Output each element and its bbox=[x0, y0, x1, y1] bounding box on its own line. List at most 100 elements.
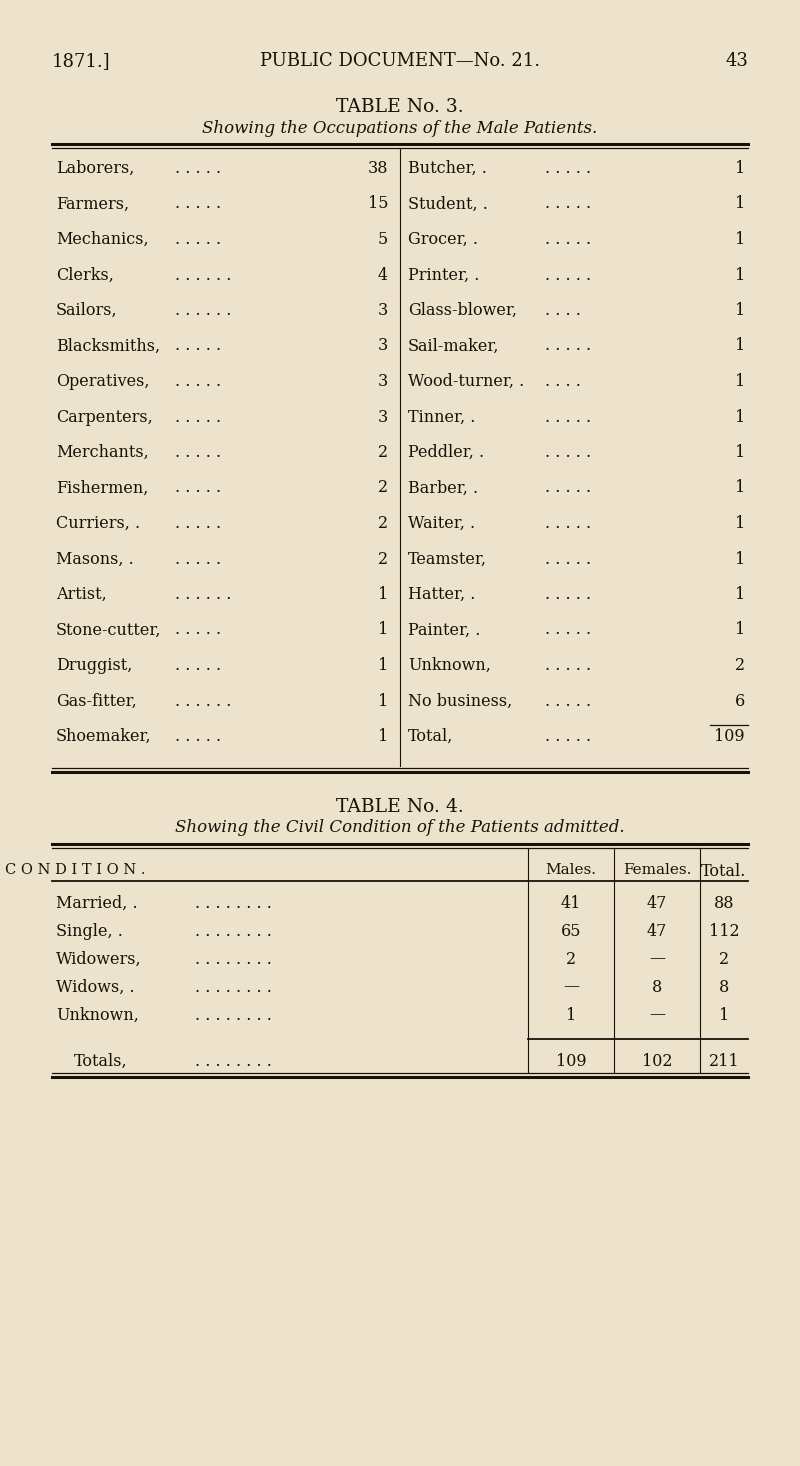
Text: 2: 2 bbox=[378, 515, 388, 532]
Text: 109: 109 bbox=[714, 729, 745, 745]
Text: Showing the Civil Condition of the Patients admitted.: Showing the Civil Condition of the Patie… bbox=[175, 819, 625, 837]
Text: . . . . .: . . . . . bbox=[175, 551, 221, 567]
Text: PUBLIC DOCUMENT—No. 21.: PUBLIC DOCUMENT—No. 21. bbox=[260, 51, 540, 70]
Text: 65: 65 bbox=[561, 922, 582, 940]
Text: . . . . . .: . . . . . . bbox=[175, 586, 231, 603]
Text: 43: 43 bbox=[725, 51, 748, 70]
Text: Widowers,: Widowers, bbox=[56, 950, 142, 968]
Text: Females.: Females. bbox=[623, 863, 691, 878]
Text: . . . . .: . . . . . bbox=[545, 586, 591, 603]
Text: . . . . .: . . . . . bbox=[545, 729, 591, 745]
Text: . . . . .: . . . . . bbox=[175, 195, 221, 213]
Text: . . . . . .: . . . . . . bbox=[175, 302, 231, 320]
Text: 6: 6 bbox=[734, 692, 745, 710]
Text: Painter, .: Painter, . bbox=[408, 622, 480, 639]
Text: C O N D I T I O N .: C O N D I T I O N . bbox=[5, 863, 146, 878]
Text: . . . . . . . .: . . . . . . . . bbox=[195, 894, 272, 912]
Text: 1: 1 bbox=[378, 729, 388, 745]
Text: Tinner, .: Tinner, . bbox=[408, 409, 475, 425]
Text: 2: 2 bbox=[378, 551, 388, 567]
Text: Mechanics,: Mechanics, bbox=[56, 232, 149, 248]
Text: 1: 1 bbox=[378, 622, 388, 639]
Text: 1: 1 bbox=[734, 551, 745, 567]
Text: Barber, .: Barber, . bbox=[408, 479, 478, 497]
Text: Merchants,: Merchants, bbox=[56, 444, 149, 460]
Text: Wood-turner, .: Wood-turner, . bbox=[408, 372, 524, 390]
Text: Grocer, .: Grocer, . bbox=[408, 232, 478, 248]
Text: 2: 2 bbox=[566, 950, 576, 968]
Text: . . . . . . . .: . . . . . . . . bbox=[195, 1053, 272, 1070]
Text: 1: 1 bbox=[734, 515, 745, 532]
Text: . . . .: . . . . bbox=[545, 372, 581, 390]
Text: 2: 2 bbox=[735, 657, 745, 674]
Text: —: — bbox=[563, 978, 579, 995]
Text: Curriers, .: Curriers, . bbox=[56, 515, 140, 532]
Text: . . . . .: . . . . . bbox=[545, 160, 591, 177]
Text: Gas-fitter,: Gas-fitter, bbox=[56, 692, 137, 710]
Text: . . . . .: . . . . . bbox=[175, 444, 221, 460]
Text: 1: 1 bbox=[734, 372, 745, 390]
Text: . . . . .: . . . . . bbox=[545, 551, 591, 567]
Text: . . . . .: . . . . . bbox=[545, 409, 591, 425]
Text: . . . . .: . . . . . bbox=[175, 337, 221, 355]
Text: Total.: Total. bbox=[702, 863, 746, 881]
Text: 2: 2 bbox=[378, 444, 388, 460]
Text: . . . . .: . . . . . bbox=[545, 622, 591, 639]
Text: Fishermen,: Fishermen, bbox=[56, 479, 148, 497]
Text: 2: 2 bbox=[378, 479, 388, 497]
Text: . . . . .: . . . . . bbox=[545, 479, 591, 497]
Text: 1: 1 bbox=[734, 302, 745, 320]
Text: Printer, .: Printer, . bbox=[408, 267, 479, 283]
Text: 5: 5 bbox=[378, 232, 388, 248]
Text: 8: 8 bbox=[719, 978, 729, 995]
Text: TABLE No. 3.: TABLE No. 3. bbox=[336, 98, 464, 116]
Text: 2: 2 bbox=[719, 950, 729, 968]
Text: Sail-maker,: Sail-maker, bbox=[408, 337, 499, 355]
Text: 41: 41 bbox=[561, 894, 581, 912]
Text: Unknown,: Unknown, bbox=[56, 1007, 139, 1023]
Text: 109: 109 bbox=[556, 1053, 586, 1070]
Text: 1: 1 bbox=[734, 409, 745, 425]
Text: Widows, .: Widows, . bbox=[56, 978, 134, 995]
Text: Laborers,: Laborers, bbox=[56, 160, 134, 177]
Text: Single, .: Single, . bbox=[56, 922, 123, 940]
Text: 1: 1 bbox=[734, 232, 745, 248]
Text: . . . .: . . . . bbox=[545, 302, 581, 320]
Text: 47: 47 bbox=[647, 922, 667, 940]
Text: TABLE No. 4.: TABLE No. 4. bbox=[336, 798, 464, 815]
Text: Stone-cutter,: Stone-cutter, bbox=[56, 622, 162, 639]
Text: 1: 1 bbox=[734, 586, 745, 603]
Text: 211: 211 bbox=[709, 1053, 739, 1070]
Text: 1: 1 bbox=[734, 622, 745, 639]
Text: Druggist,: Druggist, bbox=[56, 657, 132, 674]
Text: Masons, .: Masons, . bbox=[56, 551, 134, 567]
Text: —: — bbox=[649, 950, 665, 968]
Text: Married, .: Married, . bbox=[56, 894, 138, 912]
Text: 1: 1 bbox=[378, 586, 388, 603]
Text: 102: 102 bbox=[642, 1053, 672, 1070]
Text: . . . . .: . . . . . bbox=[175, 479, 221, 497]
Text: . . . . . . . .: . . . . . . . . bbox=[195, 1007, 272, 1023]
Text: . . . . .: . . . . . bbox=[545, 195, 591, 213]
Text: . . . . .: . . . . . bbox=[545, 444, 591, 460]
Text: . . . . .: . . . . . bbox=[175, 372, 221, 390]
Text: Sailors,: Sailors, bbox=[56, 302, 118, 320]
Text: Total,: Total, bbox=[408, 729, 454, 745]
Text: . . . . . . . .: . . . . . . . . bbox=[195, 950, 272, 968]
Text: . . . . .: . . . . . bbox=[545, 657, 591, 674]
Text: Carpenters,: Carpenters, bbox=[56, 409, 153, 425]
Text: Showing the Occupations of the Male Patients.: Showing the Occupations of the Male Pati… bbox=[202, 120, 598, 136]
Text: . . . . .: . . . . . bbox=[175, 729, 221, 745]
Text: No business,: No business, bbox=[408, 692, 512, 710]
Text: . . . . . .: . . . . . . bbox=[175, 267, 231, 283]
Text: Totals,: Totals, bbox=[74, 1053, 128, 1070]
Text: 1: 1 bbox=[734, 479, 745, 497]
Text: Butcher, .: Butcher, . bbox=[408, 160, 487, 177]
Text: Teamster,: Teamster, bbox=[408, 551, 487, 567]
Text: Shoemaker,: Shoemaker, bbox=[56, 729, 152, 745]
Text: 88: 88 bbox=[714, 894, 734, 912]
Text: 4: 4 bbox=[378, 267, 388, 283]
Text: 1: 1 bbox=[719, 1007, 729, 1023]
Text: 38: 38 bbox=[367, 160, 388, 177]
Text: 1: 1 bbox=[734, 444, 745, 460]
